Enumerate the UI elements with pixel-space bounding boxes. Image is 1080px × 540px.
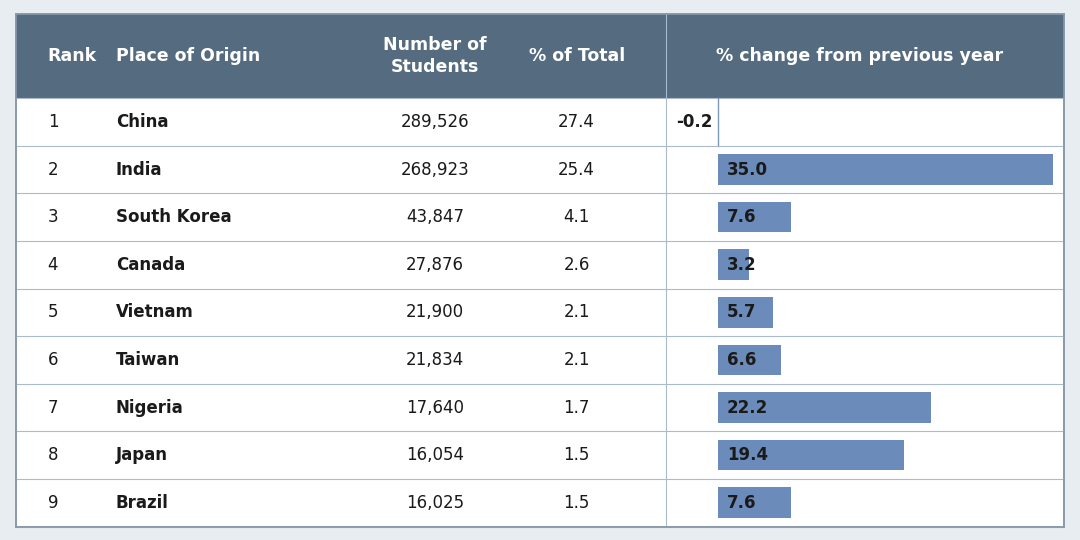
Text: 19.4: 19.4 [727, 446, 768, 464]
Text: 1.7: 1.7 [564, 399, 590, 416]
FancyBboxPatch shape [718, 202, 791, 232]
FancyBboxPatch shape [718, 154, 1053, 185]
Text: 2.6: 2.6 [564, 256, 590, 274]
Text: 16,054: 16,054 [406, 446, 464, 464]
FancyBboxPatch shape [718, 249, 748, 280]
Text: 5: 5 [48, 303, 58, 321]
Text: 7: 7 [48, 399, 58, 416]
Text: 8: 8 [48, 446, 58, 464]
Text: 7.6: 7.6 [727, 208, 756, 226]
Text: 7.6: 7.6 [727, 494, 756, 512]
Text: 22.2: 22.2 [727, 399, 768, 416]
Text: Vietnam: Vietnam [116, 303, 193, 321]
Text: 4.1: 4.1 [564, 208, 590, 226]
Text: 17,640: 17,640 [406, 399, 464, 416]
Text: China: China [116, 113, 168, 131]
Text: -0.2: -0.2 [676, 113, 713, 131]
Text: 5.7: 5.7 [727, 303, 756, 321]
Text: 3.2: 3.2 [727, 256, 756, 274]
Text: 9: 9 [48, 494, 58, 512]
FancyBboxPatch shape [718, 440, 904, 470]
Text: Taiwan: Taiwan [116, 351, 180, 369]
Text: 27.4: 27.4 [558, 113, 595, 131]
FancyBboxPatch shape [16, 14, 1064, 526]
Text: 3: 3 [48, 208, 58, 226]
Text: % of Total: % of Total [528, 47, 625, 65]
Text: Place of Origin: Place of Origin [116, 47, 260, 65]
Text: 6.6: 6.6 [727, 351, 756, 369]
Text: 2.1: 2.1 [564, 303, 590, 321]
FancyBboxPatch shape [16, 14, 1064, 98]
Text: Rank: Rank [48, 47, 97, 65]
Text: 35.0: 35.0 [727, 160, 768, 179]
Text: 25.4: 25.4 [558, 160, 595, 179]
Text: South Korea: South Korea [116, 208, 231, 226]
Text: 1.5: 1.5 [564, 446, 590, 464]
Text: 16,025: 16,025 [406, 494, 464, 512]
Text: Japan: Japan [116, 446, 167, 464]
Text: 289,526: 289,526 [401, 113, 470, 131]
FancyBboxPatch shape [718, 488, 791, 518]
Text: Number of
Students: Number of Students [383, 36, 487, 76]
Text: 1.5: 1.5 [564, 494, 590, 512]
FancyBboxPatch shape [718, 392, 931, 423]
Text: 268,923: 268,923 [401, 160, 470, 179]
Text: Nigeria: Nigeria [116, 399, 184, 416]
Text: 4: 4 [48, 256, 58, 274]
FancyBboxPatch shape [718, 297, 772, 328]
Text: % change from previous year: % change from previous year [716, 47, 1003, 65]
FancyBboxPatch shape [718, 345, 781, 375]
Text: India: India [116, 160, 162, 179]
Text: 6: 6 [48, 351, 58, 369]
Text: 2.1: 2.1 [564, 351, 590, 369]
Text: Canada: Canada [116, 256, 185, 274]
Text: 2: 2 [48, 160, 58, 179]
Text: 21,834: 21,834 [406, 351, 464, 369]
Text: 27,876: 27,876 [406, 256, 464, 274]
Text: Brazil: Brazil [116, 494, 168, 512]
Text: 43,847: 43,847 [406, 208, 464, 226]
Text: 1: 1 [48, 113, 58, 131]
Text: 21,900: 21,900 [406, 303, 464, 321]
